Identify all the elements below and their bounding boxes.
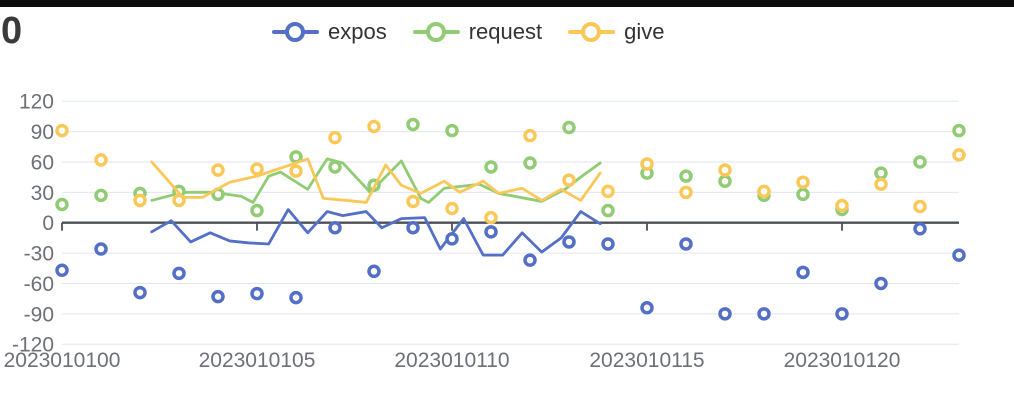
y-axis-tick-label: -120 — [12, 334, 54, 357]
y-axis-tick-label: 0 — [42, 212, 54, 235]
data-point-request[interactable] — [679, 169, 693, 183]
data-point-give[interactable] — [133, 193, 147, 208]
chart-legend: expos request give — [272, 19, 664, 45]
data-point-request[interactable] — [562, 120, 576, 135]
data-point-expos[interactable] — [250, 286, 264, 301]
data-point-expos[interactable] — [640, 301, 654, 315]
data-point-expos[interactable] — [94, 242, 108, 256]
data-point-request[interactable] — [406, 117, 420, 132]
data-point-request[interactable] — [796, 187, 810, 202]
data-point-give[interactable] — [445, 201, 459, 216]
data-point-request[interactable] — [601, 203, 615, 218]
y-axis-tick-label: 60 — [31, 151, 54, 174]
data-point-expos[interactable] — [289, 290, 303, 305]
data-point-expos[interactable] — [718, 307, 732, 321]
data-point-give[interactable] — [250, 162, 264, 176]
data-point-request[interactable] — [55, 197, 69, 212]
data-point-give[interactable] — [289, 164, 303, 178]
legend-item-give[interactable]: give — [568, 19, 664, 45]
data-point-expos[interactable] — [796, 265, 810, 280]
give-line-marker-icon — [568, 22, 616, 42]
data-point-expos[interactable] — [835, 307, 849, 321]
legend-item-request[interactable]: request — [412, 19, 543, 45]
data-point-request[interactable] — [250, 203, 264, 218]
legend-label-request: request — [468, 19, 543, 44]
data-point-give[interactable] — [484, 210, 498, 225]
data-point-request[interactable] — [874, 166, 888, 180]
data-point-expos[interactable] — [328, 221, 342, 235]
data-point-give[interactable] — [406, 194, 420, 209]
data-point-expos[interactable] — [523, 253, 537, 267]
data-point-request[interactable] — [328, 160, 342, 174]
legend-label-expos: expos — [328, 19, 387, 44]
data-point-give[interactable] — [328, 130, 342, 145]
data-point-give[interactable] — [796, 175, 810, 189]
x-axis-tick-label: 2023010110 — [394, 349, 509, 372]
y-axis-tick-label: 30 — [31, 182, 54, 205]
data-point-expos[interactable] — [172, 266, 186, 281]
data-point-expos[interactable] — [679, 237, 693, 251]
data-point-give[interactable] — [913, 199, 927, 214]
data-point-request[interactable] — [484, 160, 498, 174]
data-point-expos[interactable] — [367, 264, 381, 279]
data-point-give[interactable] — [757, 184, 771, 199]
series-line-give — [150, 157, 602, 204]
data-point-give[interactable] — [601, 184, 615, 199]
data-point-give[interactable] — [523, 128, 537, 143]
x-axis-tick-label: 2023010100 — [4, 349, 121, 372]
data-point-give[interactable] — [718, 163, 732, 177]
data-point-expos[interactable] — [601, 237, 615, 251]
x-axis-tick-label: 2023010120 — [784, 349, 901, 372]
page-title: 0 — [1, 10, 23, 52]
request-line-marker-icon — [412, 22, 460, 42]
y-axis-tick-label: 90 — [31, 121, 54, 144]
data-point-give[interactable] — [952, 148, 966, 162]
x-axis-tick-label: 2023010105 — [199, 349, 316, 372]
data-point-give[interactable] — [874, 177, 888, 191]
data-point-give[interactable] — [55, 123, 69, 138]
data-point-request[interactable] — [523, 156, 537, 170]
expos-line-marker-icon — [272, 22, 319, 42]
top-bar — [0, 0, 1014, 7]
data-point-expos[interactable] — [913, 222, 927, 236]
series-line-expos — [150, 208, 602, 257]
y-axis-tick-label: -60 — [24, 273, 54, 296]
data-point-request[interactable] — [952, 123, 966, 138]
data-point-give[interactable] — [562, 173, 576, 187]
data-point-expos[interactable] — [484, 225, 498, 239]
legend-label-give: give — [624, 19, 665, 44]
data-point-request[interactable] — [94, 188, 108, 203]
data-point-expos[interactable] — [133, 285, 147, 300]
data-point-expos[interactable] — [445, 232, 459, 246]
data-point-give[interactable] — [640, 157, 654, 171]
y-axis-tick-label: -90 — [24, 303, 54, 326]
data-point-expos[interactable] — [406, 221, 420, 235]
data-point-give[interactable] — [172, 193, 186, 208]
data-point-request[interactable] — [445, 123, 459, 138]
data-point-expos[interactable] — [757, 307, 771, 321]
x-axis-tick-label: 2023010115 — [589, 349, 704, 372]
data-point-give[interactable] — [835, 198, 849, 213]
data-point-expos[interactable] — [55, 263, 69, 278]
data-point-request[interactable] — [718, 174, 732, 188]
data-point-expos[interactable] — [562, 235, 576, 249]
data-point-give[interactable] — [367, 119, 381, 134]
legend-item-expos[interactable]: expos — [272, 19, 387, 45]
y-axis-tick-label: 120 — [19, 91, 54, 114]
y-axis-tick-label: -30 — [24, 243, 54, 266]
data-point-request[interactable] — [913, 155, 927, 169]
data-point-give[interactable] — [211, 163, 225, 177]
data-point-give[interactable] — [94, 153, 108, 167]
data-point-expos[interactable] — [874, 276, 888, 291]
data-point-expos[interactable] — [211, 289, 225, 304]
data-point-give[interactable] — [679, 185, 693, 200]
data-point-expos[interactable] — [952, 248, 966, 262]
